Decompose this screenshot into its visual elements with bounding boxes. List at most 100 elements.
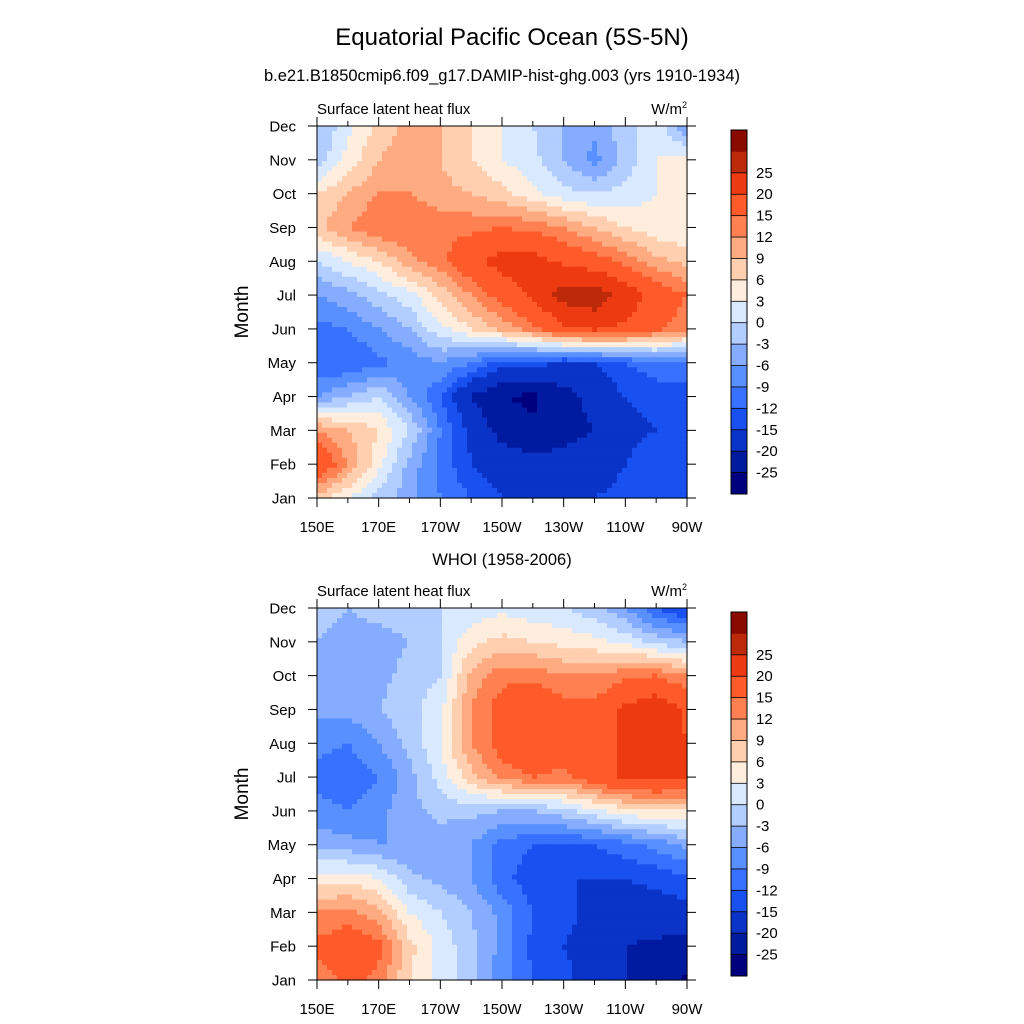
heatmap-cell <box>557 402 563 409</box>
heatmap-cell <box>537 261 543 268</box>
heatmap-cell <box>527 146 533 152</box>
heatmap-cell <box>577 266 583 273</box>
heatmap-cell <box>467 286 473 293</box>
heatmap-cell <box>492 281 498 288</box>
heatmap-cell <box>382 156 388 162</box>
heatmap-cell <box>482 342 488 348</box>
heatmap-cell <box>512 126 518 132</box>
heatmap-cell <box>397 186 403 192</box>
heatmap-cell <box>577 196 583 203</box>
heatmap-cell <box>507 377 513 383</box>
heatmap-cell <box>487 296 493 303</box>
heatmap-cell <box>452 417 458 424</box>
heatmap-cell <box>632 447 638 454</box>
heatmap-cell <box>652 236 658 243</box>
heatmap-cell <box>457 327 463 333</box>
heatmap-cell <box>512 382 518 389</box>
heatmap-cell <box>607 337 613 343</box>
heatmap-cell <box>347 131 353 137</box>
heatmap-cell <box>452 181 458 187</box>
heatmap-cell <box>577 362 583 368</box>
heatmap-cell <box>632 392 638 399</box>
heatmap-cell <box>567 286 573 293</box>
heatmap-cell <box>397 251 403 258</box>
heatmap-cell <box>457 301 463 308</box>
heatmap-cell <box>467 442 473 449</box>
heatmap-cell <box>417 322 423 328</box>
heatmap-cell <box>552 141 558 147</box>
heatmap-cell <box>327 407 333 414</box>
heatmap-cell <box>467 402 473 409</box>
heatmap-cell <box>452 216 458 223</box>
heatmap-cell <box>442 332 448 338</box>
heatmap-cell <box>352 146 358 152</box>
heatmap-cell <box>497 196 503 203</box>
heatmap-cell <box>372 171 378 177</box>
heatmap-cell <box>407 387 413 394</box>
heatmap-cell <box>477 442 483 449</box>
heatmap-cell <box>447 216 453 223</box>
heatmap-cell <box>482 362 488 368</box>
heatmap-cell <box>317 226 323 233</box>
heatmap-cell <box>397 266 403 273</box>
heatmap-cell <box>537 281 543 288</box>
heatmap-cell <box>637 407 643 414</box>
heatmap-cell <box>437 186 443 192</box>
heatmap-cell <box>447 126 453 132</box>
heatmap-cell <box>622 417 628 424</box>
heatmap-cell <box>497 201 503 208</box>
heatmap-cell <box>332 372 338 378</box>
heatmap-cell <box>622 301 628 308</box>
heatmap-cell <box>487 226 493 233</box>
heatmap-cell <box>427 392 433 399</box>
heatmap-cell <box>472 442 478 449</box>
heatmap-cell <box>452 372 458 378</box>
heatmap-cell <box>472 437 478 444</box>
heatmap-cell <box>617 452 623 459</box>
heatmap-cell <box>637 362 643 368</box>
heatmap-cell <box>442 206 448 213</box>
heatmap-cell <box>652 201 658 208</box>
heatmap-cell <box>527 317 533 323</box>
heatmap-cell <box>582 261 588 268</box>
heatmap-cell <box>627 372 633 378</box>
heatmap-cell <box>617 161 623 167</box>
heatmap-cell <box>467 281 473 288</box>
heatmap-cell <box>462 442 468 449</box>
heatmap-cell <box>627 442 633 449</box>
heatmap-cell <box>397 246 403 253</box>
heatmap-cell <box>322 201 328 208</box>
heatmap-cell <box>537 337 543 343</box>
heatmap-cell <box>402 126 408 132</box>
heatmap-cell <box>532 342 538 348</box>
heatmap-cell <box>532 201 538 208</box>
heatmap-cell <box>672 276 678 283</box>
heatmap-cell <box>332 382 338 389</box>
heatmap-cell <box>537 191 543 197</box>
heatmap-cell <box>407 201 413 208</box>
heatmap-cell <box>487 171 493 177</box>
heatmap-cell <box>402 362 408 368</box>
heatmap-cell <box>632 241 638 248</box>
heatmap-cell <box>667 392 673 399</box>
heatmap-cell <box>477 387 483 394</box>
heatmap-cell <box>497 211 503 218</box>
heatmap-cell <box>582 216 588 223</box>
heatmap-cell <box>427 332 433 338</box>
heatmap-cell <box>317 156 323 162</box>
heatmap-cell <box>527 271 533 278</box>
heatmap-cell <box>637 176 643 182</box>
heatmap-cell <box>557 281 563 288</box>
heatmap-cell <box>407 407 413 414</box>
heatmap-cell <box>442 266 448 273</box>
heatmap-cell <box>472 246 478 253</box>
heatmap-cell <box>667 407 673 414</box>
heatmap-cell <box>547 402 553 409</box>
heatmap-cell <box>602 196 608 203</box>
heatmap-cell <box>657 181 663 187</box>
heatmap-cell <box>587 387 593 394</box>
heatmap-cell <box>607 221 613 228</box>
heatmap-cell <box>412 327 418 333</box>
heatmap-cell <box>357 156 363 162</box>
heatmap-cell <box>487 322 493 328</box>
